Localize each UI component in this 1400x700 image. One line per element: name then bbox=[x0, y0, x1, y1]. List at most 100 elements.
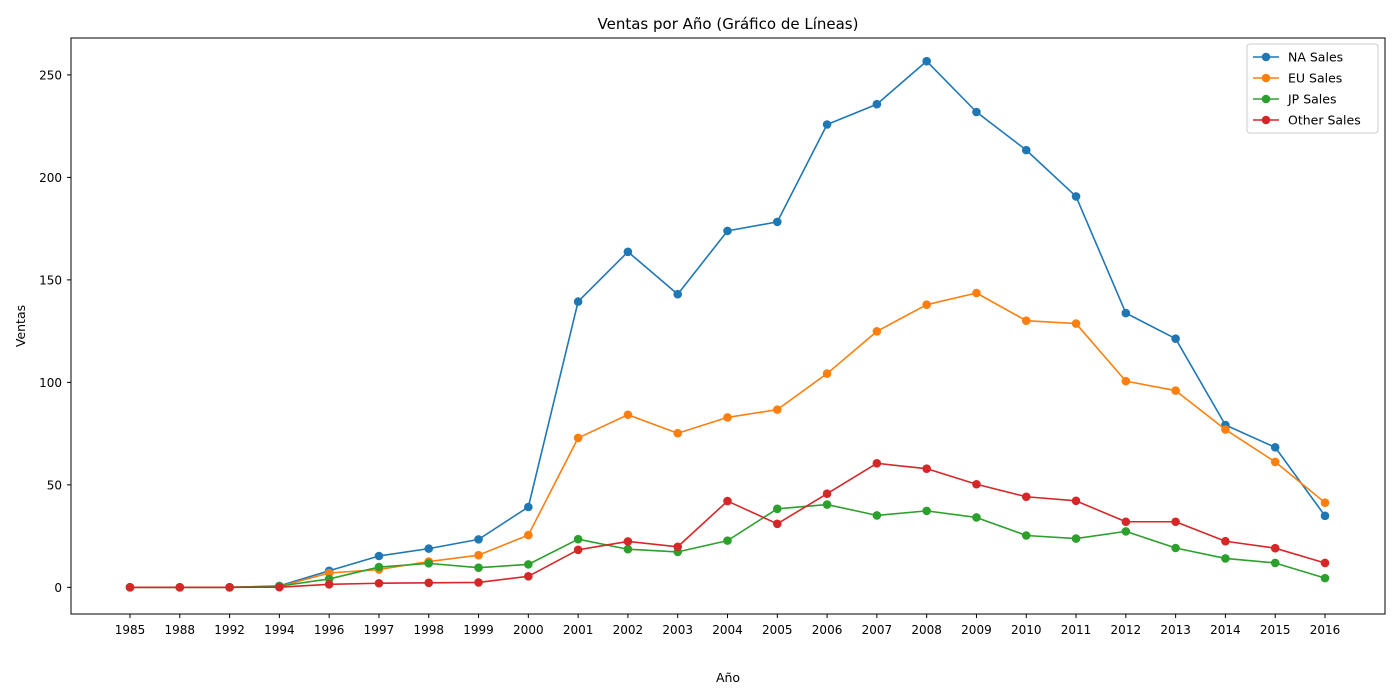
data-point-na-sales bbox=[1171, 334, 1180, 344]
plot-frame bbox=[70, 37, 1386, 615]
legend-label-other-sales: Other Sales bbox=[1288, 113, 1361, 128]
data-point-eu-sales bbox=[772, 405, 782, 414]
data-point-other-sales bbox=[922, 464, 931, 473]
data-point-jp-sales bbox=[1071, 534, 1081, 543]
data-point-eu-sales bbox=[1021, 316, 1031, 325]
data-point-other-sales bbox=[573, 545, 583, 555]
x-tick-label: 1997 bbox=[364, 623, 395, 637]
data-point-na-sales bbox=[1021, 145, 1031, 155]
data-point-other-sales bbox=[723, 496, 732, 506]
data-point-na-sales bbox=[474, 535, 483, 544]
data-point-jp-sales bbox=[1221, 554, 1230, 563]
x-tick-label: 2009 bbox=[961, 623, 992, 637]
data-point-other-sales bbox=[524, 571, 533, 581]
data-point-na-sales bbox=[673, 289, 683, 299]
data-point-jp-sales bbox=[972, 513, 981, 522]
data-point-other-sales bbox=[374, 578, 384, 588]
legend-marker-jp-sales bbox=[1261, 94, 1271, 104]
data-point-other-sales bbox=[972, 479, 981, 489]
x-tick-label: 2002 bbox=[613, 623, 644, 637]
data-point-other-sales bbox=[175, 583, 185, 592]
data-point-other-sales bbox=[125, 583, 135, 592]
data-point-other-sales bbox=[772, 519, 782, 529]
data-point-jp-sales bbox=[1121, 527, 1131, 536]
data-point-jp-sales bbox=[772, 504, 782, 514]
data-point-na-sales bbox=[374, 551, 384, 561]
plot-area bbox=[71, 38, 1385, 614]
x-tick-label: 1988 bbox=[165, 623, 196, 637]
legend: NA Sales EU Sales JP Sales Other Sales bbox=[1246, 43, 1379, 134]
data-point-na-sales bbox=[922, 56, 931, 66]
data-point-other-sales bbox=[474, 578, 483, 587]
data-point-other-sales bbox=[275, 582, 284, 592]
x-tick-label: 2010 bbox=[1011, 623, 1042, 637]
data-point-jp-sales bbox=[1270, 558, 1280, 568]
x-tick-label: 2008 bbox=[911, 623, 942, 637]
x-tick-label: 1996 bbox=[314, 623, 345, 637]
x-tick-label: 1998 bbox=[413, 623, 444, 637]
y-tick-label: 150 bbox=[39, 273, 62, 287]
x-tick-label: 2012 bbox=[1111, 623, 1142, 637]
x-tick-label: 2006 bbox=[812, 623, 843, 637]
data-point-jp-sales bbox=[374, 562, 384, 572]
data-point-eu-sales bbox=[822, 369, 832, 378]
data-point-other-sales bbox=[1121, 517, 1131, 527]
data-point-eu-sales bbox=[922, 300, 931, 309]
data-point-eu-sales bbox=[1171, 386, 1180, 395]
x-tick-label: 2005 bbox=[762, 623, 793, 637]
data-point-other-sales bbox=[872, 459, 882, 468]
x-tick-label: 2016 bbox=[1310, 623, 1341, 637]
data-point-eu-sales bbox=[673, 428, 683, 438]
data-point-jp-sales bbox=[573, 534, 583, 544]
data-point-na-sales bbox=[524, 502, 533, 512]
x-tick-label: 1999 bbox=[463, 623, 494, 637]
data-point-eu-sales bbox=[474, 550, 483, 560]
x-tick-label: 1994 bbox=[264, 623, 295, 637]
x-tick-label: 2001 bbox=[563, 623, 594, 637]
x-tick-label: 2011 bbox=[1061, 623, 1092, 637]
data-point-other-sales bbox=[324, 579, 334, 589]
data-point-jp-sales bbox=[524, 560, 533, 569]
legend-box bbox=[1246, 43, 1379, 134]
data-point-jp-sales bbox=[822, 500, 832, 509]
data-point-other-sales bbox=[1021, 492, 1031, 502]
legend-marker-eu-sales bbox=[1261, 73, 1271, 83]
data-point-other-sales bbox=[822, 489, 832, 498]
data-point-other-sales bbox=[1171, 517, 1180, 527]
x-tick-label: 2003 bbox=[662, 623, 693, 637]
x-tick-label: 2007 bbox=[862, 623, 893, 637]
data-point-jp-sales bbox=[872, 511, 882, 520]
chart-title: Ventas por Año (Gráfico de Líneas) bbox=[598, 15, 859, 33]
x-tick-label: 1985 bbox=[115, 623, 146, 637]
data-point-na-sales bbox=[822, 120, 832, 129]
y-tick-label: 50 bbox=[47, 478, 62, 492]
x-tick-label: 2004 bbox=[712, 623, 743, 637]
data-point-eu-sales bbox=[972, 288, 981, 298]
data-point-eu-sales bbox=[723, 413, 732, 422]
data-point-na-sales bbox=[872, 99, 882, 109]
data-point-jp-sales bbox=[623, 544, 633, 554]
data-point-na-sales bbox=[623, 247, 633, 257]
legend-label-eu-sales: EU Sales bbox=[1288, 71, 1342, 86]
y-tick-label: 250 bbox=[39, 68, 62, 82]
data-point-jp-sales bbox=[1320, 573, 1330, 583]
data-point-other-sales bbox=[424, 578, 434, 588]
y-tick-label: 200 bbox=[39, 171, 62, 185]
data-point-eu-sales bbox=[872, 327, 882, 336]
data-point-na-sales bbox=[1121, 308, 1131, 318]
data-point-other-sales bbox=[623, 537, 633, 546]
data-point-other-sales bbox=[1270, 543, 1280, 553]
data-point-na-sales bbox=[573, 297, 583, 306]
data-point-other-sales bbox=[1320, 558, 1330, 568]
data-point-na-sales bbox=[1071, 192, 1081, 201]
chart-marks: 1985 1988 1992 1994 1996 1997 1998 1999 2000 2001… bbox=[39, 56, 1341, 637]
data-point-jp-sales bbox=[1171, 543, 1180, 553]
x-tick-label: 1992 bbox=[214, 623, 245, 637]
data-point-other-sales bbox=[1221, 536, 1230, 546]
data-point-eu-sales bbox=[1320, 498, 1330, 507]
x-tick-label: 2015 bbox=[1260, 623, 1291, 637]
data-point-eu-sales bbox=[1121, 376, 1131, 386]
legend-marker-other-sales bbox=[1261, 115, 1271, 125]
data-point-jp-sales bbox=[723, 536, 732, 545]
